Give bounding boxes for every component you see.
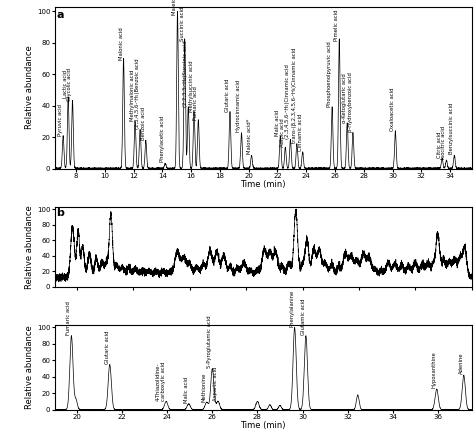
Text: 4-Thiazolidine-
carboxylic acid: 4-Thiazolidine- carboxylic acid — [155, 361, 166, 401]
X-axis label: Time (min): Time (min) — [240, 421, 286, 430]
Text: Pimelic acid: Pimelic acid — [334, 10, 339, 41]
Text: Pyruvic acid: Pyruvic acid — [58, 104, 63, 136]
Text: Adipic acid: Adipic acid — [280, 118, 285, 147]
Y-axis label: Relative abundance: Relative abundance — [25, 46, 34, 129]
Text: p-Hydroxybenzoic acid: p-Hydroxybenzoic acid — [348, 73, 353, 132]
Y-axis label: Relative abundance: Relative abundance — [25, 205, 34, 289]
Y-axis label: Relative abundance: Relative abundance — [25, 326, 34, 409]
Text: a: a — [56, 10, 64, 20]
Text: Phosphoenolpyruvic acid: Phosphoenolpyruvic acid — [327, 42, 332, 107]
Text: Glutamic acid: Glutamic acid — [301, 298, 306, 335]
Text: Glycolic acid: Glycolic acid — [67, 68, 73, 101]
Text: Malonic acid*: Malonic acid* — [246, 119, 252, 155]
Text: Benzoic acid: Benzoic acid — [141, 107, 146, 140]
Text: (2,3,4,5,6-²H₅)Cinnamic acid: (2,3,4,5,6-²H₅)Cinnamic acid — [285, 64, 291, 139]
Text: Methionine: Methionine — [202, 372, 207, 401]
Text: Benzylsuccinic acid: Benzylsuccinic acid — [449, 103, 455, 155]
Text: Phenylacetic acid: Phenylacetic acid — [160, 116, 165, 162]
Text: 5-Pyroglutamic acid: 5-Pyroglutamic acid — [207, 315, 212, 368]
Text: Lactic acid: Lactic acid — [63, 70, 68, 98]
Text: Malonic acid: Malonic acid — [118, 27, 124, 60]
Text: α-Ketoglutaric acid: α-Ketoglutaric acid — [342, 73, 347, 123]
Text: b: b — [56, 208, 64, 218]
Text: Methylmalonic acid: Methylmalonic acid — [130, 70, 135, 121]
Text: (2,3,4,5,6-²H₅)Benzoic acid: (2,3,4,5,6-²H₅)Benzoic acid — [135, 58, 140, 129]
Text: Maleic acid: Maleic acid — [173, 0, 177, 15]
Text: Aspartic acid: Aspartic acid — [213, 366, 218, 401]
Text: Fumaric acid: Fumaric acid — [193, 86, 198, 120]
Text: Hypoxanthine: Hypoxanthine — [432, 352, 437, 389]
Text: (2,2,3,3-²H₄)Succinic acid: (2,2,3,3-²H₄)Succinic acid — [183, 40, 188, 107]
Text: Phenylalanine: Phenylalanine — [290, 289, 295, 326]
Text: Isocitric acid: Isocitric acid — [441, 126, 447, 159]
Text: trans-(β,2,3,4,5,6-²H₆)Cinnamic acid: trans-(β,2,3,4,5,6-²H₆)Cinnamic acid — [292, 48, 297, 144]
Text: Glutaric acid: Glutaric acid — [105, 330, 110, 364]
Text: Adenine: Adenine — [459, 353, 464, 374]
Text: Malic acid: Malic acid — [183, 377, 189, 403]
X-axis label: Time (min): Time (min) — [240, 180, 286, 189]
Text: Glutaric acid: Glutaric acid — [225, 78, 230, 112]
Text: Hydrocinnamic acid: Hydrocinnamic acid — [237, 80, 241, 132]
Text: Citric acid: Citric acid — [437, 131, 442, 158]
Text: Succinic acid: Succinic acid — [180, 7, 185, 41]
Text: Oxaloacetic acid: Oxaloacetic acid — [391, 87, 395, 131]
Text: Fumaric acid: Fumaric acid — [66, 301, 72, 335]
Text: Cinnamic acid: Cinnamic acid — [298, 114, 302, 151]
Text: Methylsuccinic acid: Methylsuccinic acid — [189, 60, 194, 112]
Text: Malic acid: Malic acid — [275, 109, 280, 136]
